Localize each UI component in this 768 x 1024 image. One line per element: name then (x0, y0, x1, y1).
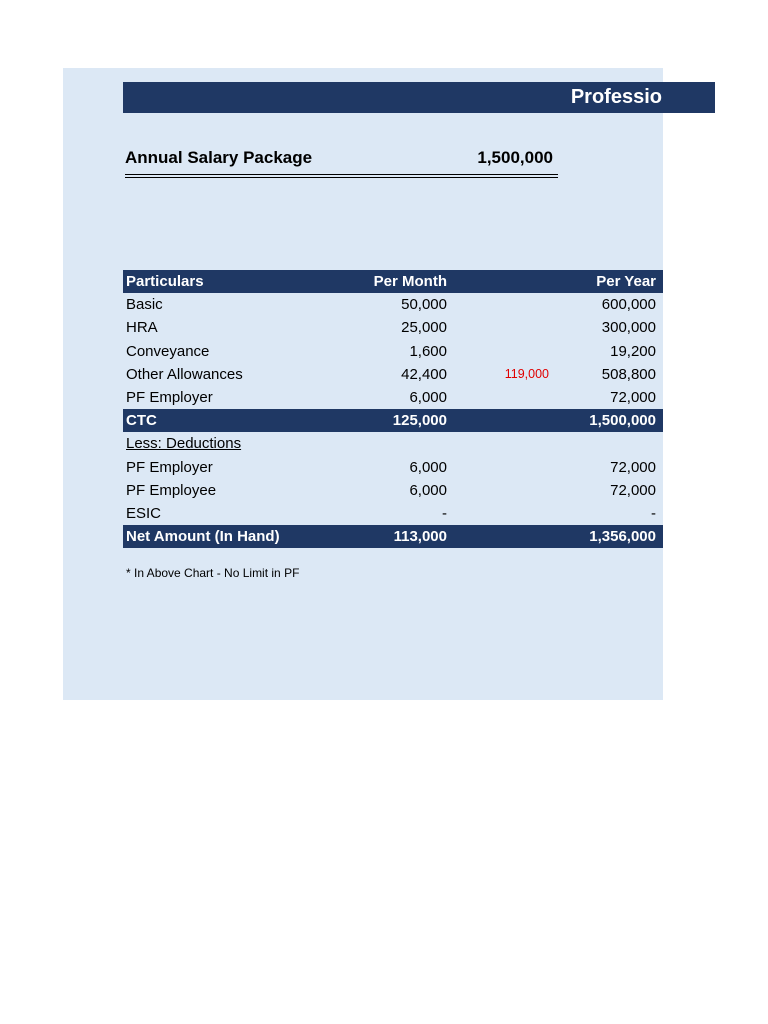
cell-label: HRA (126, 319, 158, 337)
cell-per-month: 125,000 (392, 412, 447, 430)
table-row-deductions-heading: Less: Deductions (123, 432, 663, 455)
table-row: PF Employer 6,000 72,000 (123, 456, 663, 479)
cell-per-year: 1,500,000 (589, 412, 656, 430)
cell-extra-highlight: 119,000 (504, 367, 549, 382)
annual-salary-row: Annual Salary Package 1,500,000 (125, 142, 558, 178)
annual-salary-label: Annual Salary Package (125, 148, 313, 167)
header-particulars: Particulars (126, 273, 204, 291)
cell-per-month: - (442, 504, 447, 522)
cell-per-year: 72,000 (610, 481, 656, 499)
table-row: HRA 25,000 300,000 (123, 316, 663, 339)
cell-label: Conveyance (126, 342, 210, 360)
cell-per-year: 600,000 (601, 296, 656, 314)
cell-label: Less: Deductions (126, 435, 242, 453)
annual-salary-value: 1,500,000 (477, 148, 553, 167)
cell-label: CTC (126, 412, 157, 430)
cell-label: ESIC (126, 504, 162, 522)
cell-per-month: 25,000 (401, 319, 447, 337)
cell-per-month: 113,000 (393, 528, 447, 546)
cell-label: Basic (126, 296, 163, 314)
table-row: Conveyance 1,600 19,200 (123, 340, 663, 363)
cell-per-year: 72,000 (610, 389, 656, 407)
table-header-row: Particulars Per Month Per Year (123, 270, 663, 294)
cell-per-year: 300,000 (601, 319, 656, 337)
table-row: PF Employer 6,000 72,000 (123, 386, 663, 409)
header-per-year: Per Year (596, 273, 656, 291)
table-row: ESIC - - (123, 502, 663, 525)
header-per-month: Per Month (373, 273, 447, 291)
table-row: PF Employee 6,000 72,000 (123, 479, 663, 502)
table-row-ctc: CTC 125,000 1,500,000 (123, 409, 663, 433)
cell-per-month: 6,000 (409, 481, 447, 499)
salary-table: Particulars Per Month Per Year Basic 50,… (123, 270, 663, 549)
table-row: Other Allowances 42,400 119,000 508,800 (123, 363, 663, 386)
cell-per-year: 508,800 (601, 365, 656, 383)
banner-title: Professio (570, 86, 662, 108)
cell-per-year: - (651, 504, 656, 522)
cell-per-month: 50,000 (401, 296, 447, 314)
cell-label: PF Employer (126, 458, 213, 476)
cell-per-month: 6,000 (409, 389, 447, 407)
table-row: Basic 50,000 600,000 (123, 293, 663, 316)
table-row-net-amount: Net Amount (In Hand) 113,000 1,356,000 (123, 525, 663, 549)
cell-per-month: 1,600 (409, 342, 447, 360)
cell-per-month: 6,000 (409, 458, 447, 476)
cell-label: PF Employer (126, 389, 213, 407)
sheet-background (63, 68, 663, 700)
cell-label: Net Amount (In Hand) (126, 528, 280, 546)
cell-per-year: 1,356,000 (589, 528, 656, 546)
cell-label: Other Allowances (126, 365, 243, 383)
cell-label: PF Employee (126, 481, 217, 499)
cell-per-year: 19,200 (610, 342, 656, 360)
footnote: * In Above Chart - No Limit in PF (126, 566, 300, 580)
cell-per-year: 72,000 (610, 458, 656, 476)
cell-per-month: 42,400 (401, 365, 447, 383)
title-banner: Professio (123, 82, 715, 113)
